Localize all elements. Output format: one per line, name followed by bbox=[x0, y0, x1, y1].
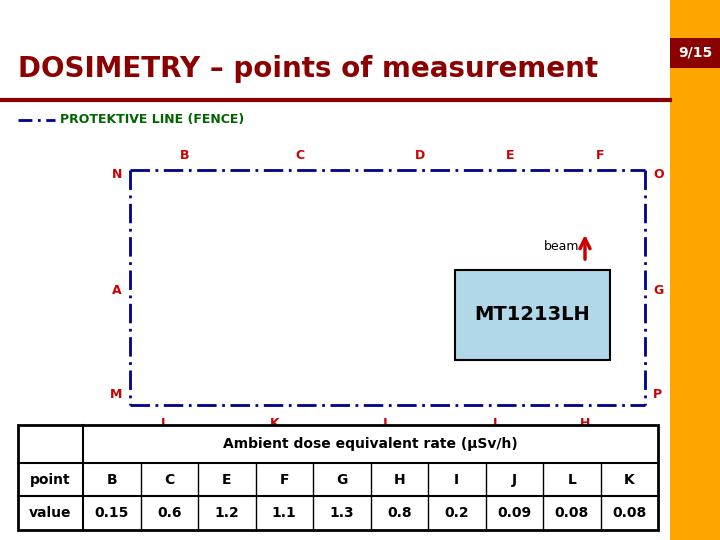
Bar bbox=[670, 2, 720, 12]
Bar bbox=[670, 0, 720, 540]
Text: G: G bbox=[336, 472, 348, 487]
Text: 0.15: 0.15 bbox=[94, 506, 129, 520]
Text: 0.8: 0.8 bbox=[387, 506, 412, 520]
Text: PROTEKTIVE LINE (FENCE): PROTEKTIVE LINE (FENCE) bbox=[60, 113, 244, 126]
Text: L: L bbox=[567, 472, 576, 487]
Text: 0.08: 0.08 bbox=[554, 506, 589, 520]
Text: F: F bbox=[279, 472, 289, 487]
Text: I: I bbox=[454, 472, 459, 487]
Text: 1.2: 1.2 bbox=[215, 506, 239, 520]
Text: C: C bbox=[164, 472, 174, 487]
Text: K: K bbox=[270, 417, 280, 430]
Text: M: M bbox=[109, 388, 122, 402]
Text: 1.1: 1.1 bbox=[272, 506, 297, 520]
Text: beam: beam bbox=[544, 240, 579, 253]
Text: value: value bbox=[30, 506, 72, 520]
Text: P: P bbox=[653, 388, 662, 402]
Text: O: O bbox=[653, 168, 664, 181]
Text: 0.08: 0.08 bbox=[612, 506, 647, 520]
Text: J: J bbox=[383, 417, 387, 430]
Text: E: E bbox=[222, 472, 232, 487]
Bar bbox=[670, 38, 720, 68]
Text: B: B bbox=[180, 149, 190, 162]
Bar bbox=[670, 26, 720, 36]
Text: H: H bbox=[580, 417, 590, 430]
Text: 0.6: 0.6 bbox=[157, 506, 181, 520]
Text: point: point bbox=[30, 472, 71, 487]
Text: 1.3: 1.3 bbox=[330, 506, 354, 520]
Text: H: H bbox=[393, 472, 405, 487]
Text: K: K bbox=[624, 472, 634, 487]
Text: E: E bbox=[505, 149, 514, 162]
Text: A: A bbox=[112, 284, 122, 296]
Text: 0.2: 0.2 bbox=[444, 506, 469, 520]
Text: J: J bbox=[512, 472, 517, 487]
Text: I: I bbox=[492, 417, 498, 430]
Text: L: L bbox=[161, 417, 169, 430]
Bar bbox=[670, 14, 720, 24]
Bar bbox=[18, 425, 658, 530]
Text: G: G bbox=[653, 284, 663, 296]
Text: C: C bbox=[295, 149, 305, 162]
Bar bbox=[455, 270, 610, 360]
Text: B: B bbox=[107, 472, 117, 487]
Text: Ambient dose equivalent rate (μSv/h): Ambient dose equivalent rate (μSv/h) bbox=[223, 437, 518, 451]
Text: D: D bbox=[415, 149, 425, 162]
Text: 9/15: 9/15 bbox=[678, 46, 712, 60]
Text: 0.09: 0.09 bbox=[498, 506, 531, 520]
Text: MT1213LH: MT1213LH bbox=[474, 306, 590, 325]
Text: F: F bbox=[595, 149, 604, 162]
Text: N: N bbox=[112, 168, 122, 181]
Text: DOSIMETRY – points of measurement: DOSIMETRY – points of measurement bbox=[18, 55, 598, 83]
